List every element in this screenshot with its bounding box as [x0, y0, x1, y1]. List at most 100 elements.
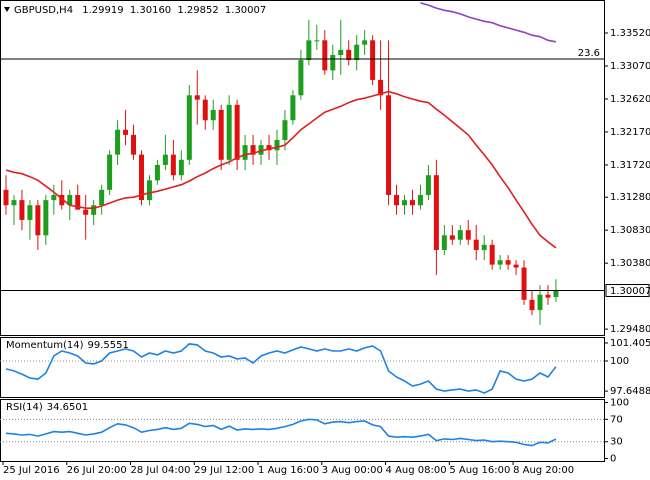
price-label: 1.30007 [610, 286, 650, 297]
candle-body [27, 205, 33, 220]
indicator-value: 34.6501 [47, 402, 88, 413]
indicator-name: RSI(14) [6, 402, 43, 413]
candle-body [425, 175, 431, 195]
x-tick-label: 28 Jul 04:00 [131, 465, 191, 476]
candle-body [338, 49, 344, 55]
indicator-value: 99.5551 [88, 340, 129, 351]
candle-body [11, 200, 17, 206]
price-label-box [605, 284, 650, 298]
y-tick-label: 97.6488 [610, 386, 650, 397]
y-tick-label: 101.4053 [610, 338, 650, 349]
candle-body [186, 95, 192, 160]
candle-body [242, 145, 248, 160]
y-tick-label: 100 [610, 398, 629, 409]
candle-body [354, 44, 360, 61]
y-tick-label: 30 [610, 437, 623, 448]
candle-body [99, 189, 105, 206]
candle-body [489, 244, 495, 265]
y-tick-label: 1.33520 [610, 28, 650, 39]
moving-average [420, 2, 557, 43]
candle-body [513, 264, 519, 268]
ohlc-open: 1.29919 [82, 5, 123, 16]
candle-body [553, 290, 559, 297]
y-tick-label: 1.29480 [610, 324, 650, 335]
candle-body [370, 40, 376, 80]
candle-body [394, 194, 400, 206]
candle-body [202, 99, 208, 121]
candle-body [178, 159, 184, 176]
x-tick-label: 4 Aug 08:00 [386, 465, 447, 476]
y-tick-label: 70 [610, 414, 623, 425]
moving-average [5, 90, 557, 249]
y-tick-label: 100 [610, 356, 629, 367]
candle-body [51, 194, 57, 201]
candle-body [537, 294, 543, 311]
fibo-label: 23.6 [578, 48, 600, 59]
candle-body [194, 95, 200, 100]
candle-body [123, 129, 129, 135]
candle-body [465, 230, 471, 240]
candle-body [154, 164, 160, 181]
candle-body [409, 200, 415, 206]
candle-body [282, 120, 288, 141]
candle-body [306, 40, 312, 61]
candle-body [162, 154, 168, 165]
candle-body [67, 194, 73, 206]
ohlc-close: 1.30007 [225, 5, 266, 16]
candle-body [521, 267, 527, 300]
main-panel-frame [0, 0, 605, 336]
chart-header: GBPUSD,H4 1.29919 1.30160 1.29852 1.3000… [14, 5, 266, 16]
y-tick-label: 1.32170 [610, 127, 650, 138]
rsi-panel-frame [0, 399, 605, 462]
x-tick-label: 8 Aug 20:00 [513, 465, 574, 476]
candle-body [250, 145, 256, 155]
candle-body [35, 205, 41, 236]
candle-body [449, 235, 455, 240]
candle-body [322, 40, 328, 71]
candle-body [274, 140, 280, 151]
indicator-title: RSI(14) 34.6501 [6, 402, 88, 413]
candle-body [3, 189, 9, 206]
candle-body [545, 294, 551, 298]
candle-body [91, 205, 97, 215]
y-tick-label: 1.30830 [610, 225, 650, 236]
candle-body [258, 145, 264, 155]
y-tick-label: 1.31280 [610, 192, 650, 203]
candle-body [457, 230, 463, 240]
candle-body [43, 200, 49, 236]
candle-body [417, 194, 423, 206]
candle-body [330, 54, 336, 71]
x-tick-label: 29 Jul 12:00 [194, 465, 254, 476]
candle-body [19, 200, 25, 220]
candle-body [402, 200, 407, 206]
candle-body [481, 244, 487, 250]
x-tick-label: 3 Aug 00:00 [322, 465, 383, 476]
indicator-line [5, 343, 557, 394]
candle-body [441, 235, 447, 250]
candle-body [210, 109, 216, 121]
candle-body [298, 60, 304, 96]
candle-body [362, 40, 368, 45]
y-tick-label: 1.31720 [610, 160, 650, 171]
y-tick-label: 1.30380 [610, 258, 650, 269]
x-tick-label: 1 Aug 16:00 [258, 465, 319, 476]
candle-body [386, 95, 392, 195]
y-tick-label: 1.33070 [610, 61, 650, 72]
symbol: GBPUSD,H4 [14, 5, 73, 16]
candle-body [234, 104, 240, 160]
candle-body [146, 180, 152, 201]
candle-body [346, 49, 352, 61]
candle-body [226, 104, 232, 160]
candle-body [290, 95, 296, 121]
candle-body [473, 239, 479, 250]
candle-body [529, 299, 535, 311]
candle-body [170, 154, 176, 176]
x-tick-label: 5 Aug 16:00 [449, 465, 510, 476]
candle-body [131, 134, 137, 155]
indicator-line [5, 418, 557, 447]
ohlc-high: 1.30160 [130, 5, 171, 16]
y-tick-label: 1.32620 [610, 94, 650, 105]
candle-body [115, 129, 121, 155]
y-tick-label: 0 [610, 453, 616, 464]
